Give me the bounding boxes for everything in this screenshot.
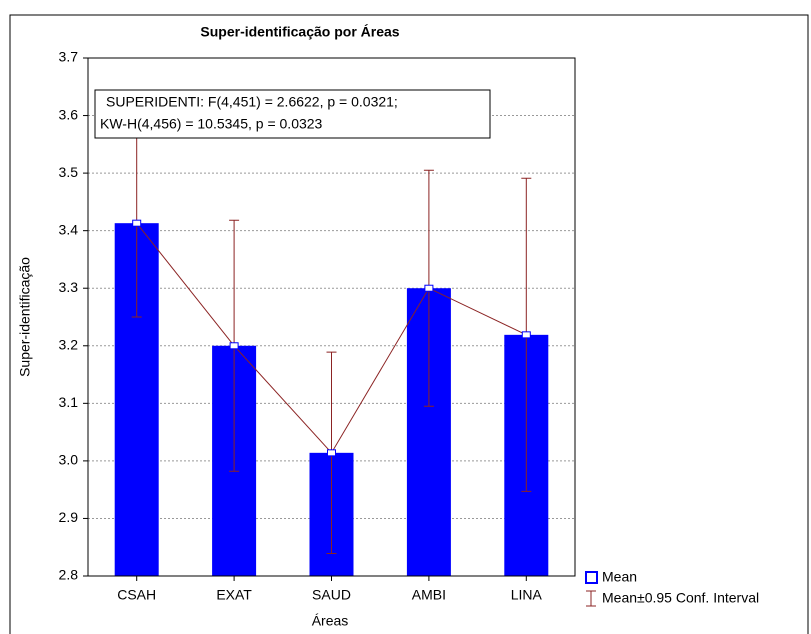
y-tick-label: 3.4 bbox=[59, 221, 79, 237]
plot-frame bbox=[87, 57, 576, 577]
y-tick-label: 3.0 bbox=[59, 452, 79, 468]
legend-swatch bbox=[585, 571, 598, 584]
y-axis-label: Super-identificação bbox=[17, 257, 33, 377]
annotation: KW-H(4,456) = 10.5345, p = 0.0323 bbox=[100, 116, 323, 132]
y-tick-label: 3.5 bbox=[59, 164, 79, 180]
mean-marker bbox=[521, 331, 531, 339]
x-tick-label: EXAT bbox=[216, 587, 252, 603]
y-tick-label: 3.3 bbox=[59, 279, 79, 295]
y-tick-label: 3.2 bbox=[59, 336, 79, 352]
x-tick-label: AMBI bbox=[412, 587, 446, 603]
mean-marker bbox=[424, 284, 434, 292]
x-tick-label: SAUD bbox=[312, 587, 351, 603]
mean-marker bbox=[327, 449, 336, 457]
x-tick-label: LINA bbox=[511, 587, 543, 603]
x-axis-label: Áreas bbox=[312, 613, 349, 629]
y-tick-label: 2.9 bbox=[59, 509, 79, 525]
frame bbox=[9, 14, 809, 634]
y-tick-label: 3.1 bbox=[59, 394, 79, 410]
mean-marker bbox=[132, 219, 142, 227]
y-tick-label: 3.6 bbox=[59, 106, 79, 122]
legend-swatch bbox=[586, 590, 596, 607]
mean-marker bbox=[229, 342, 239, 350]
x-tick-label: CSAH bbox=[117, 587, 156, 603]
annotation-box bbox=[94, 89, 491, 139]
annotation: SUPERIDENTI: F(4,451) = 2.6622, p = 0.03… bbox=[106, 94, 398, 110]
chart-title: Super-identificação por Áreas bbox=[200, 24, 399, 40]
y-tick-label: 2.8 bbox=[59, 567, 79, 583]
legend-label: Mean±0.95 Conf. Interval bbox=[602, 590, 759, 606]
legend-label: Mean bbox=[602, 569, 637, 585]
y-tick-label: 3.7 bbox=[59, 49, 79, 65]
